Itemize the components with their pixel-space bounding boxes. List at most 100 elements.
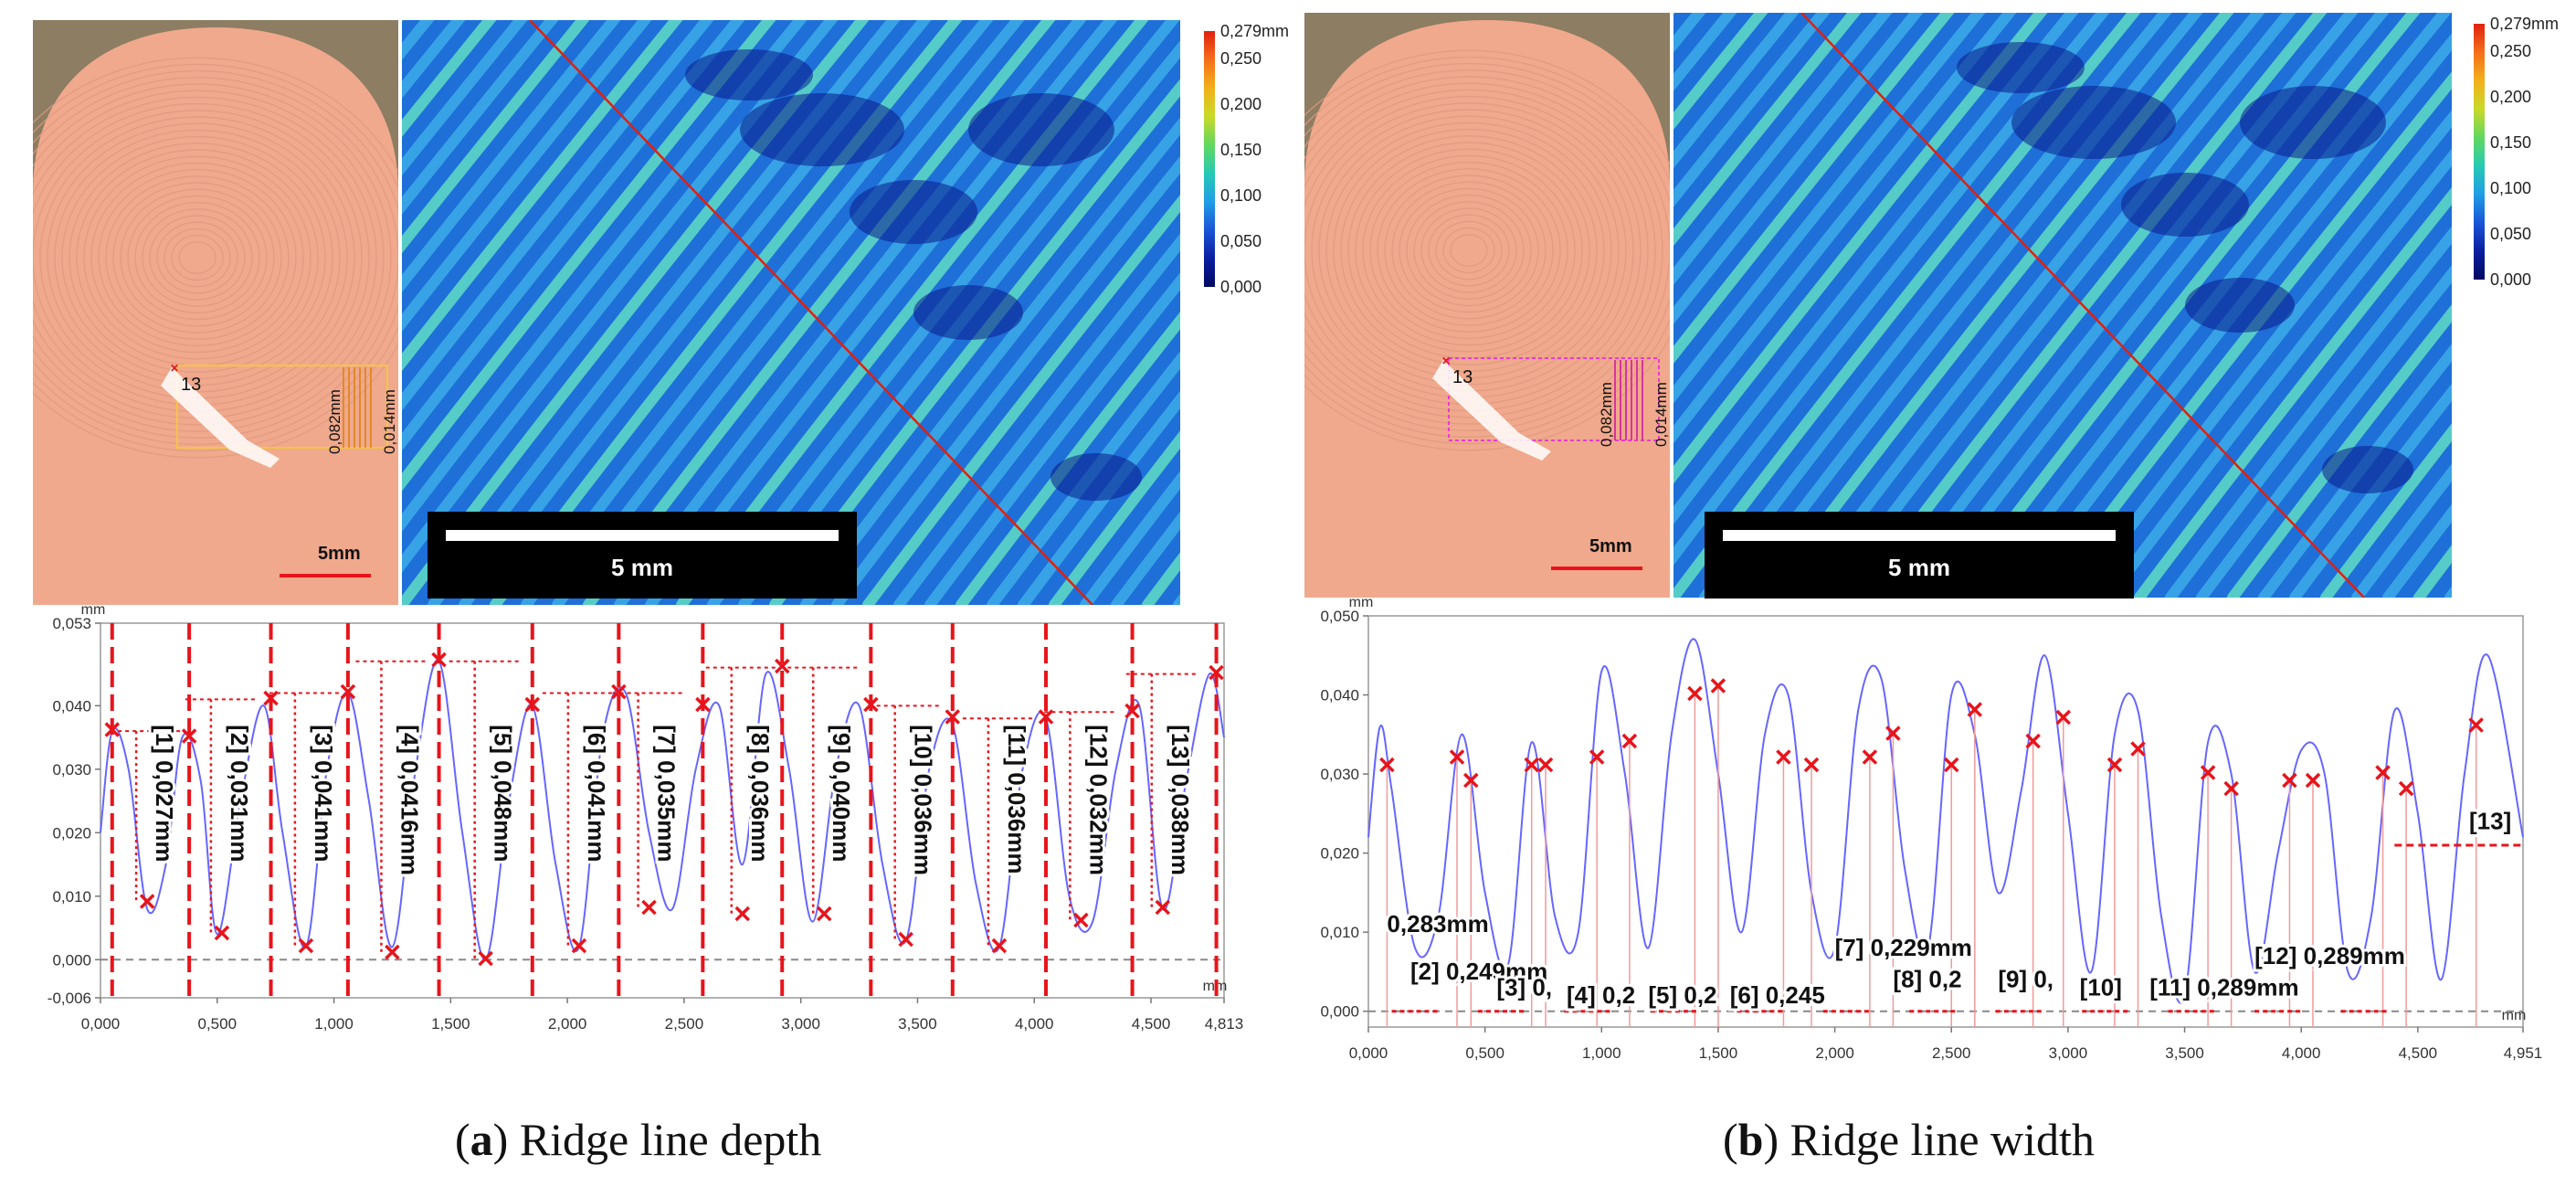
width-marker: ✕	[2222, 775, 2242, 802]
measurement-label-text: [1] 0,027mm	[151, 725, 178, 862]
y-tick-label: 0,000	[52, 951, 91, 969]
trough-marker: ✕	[1071, 907, 1091, 935]
colorbar-tick: 0,100	[2490, 179, 2532, 197]
finger-scale-label: 5mm	[318, 544, 361, 564]
x-tick-label: 2,500	[1932, 1044, 1971, 1062]
measurement-label: [13] 0,038mm[13] 0,038mm	[1164, 722, 1197, 878]
dim-label-2: 0,014mm	[1652, 382, 1670, 447]
width-marker: ✕	[1801, 751, 1821, 779]
map-depression	[685, 49, 813, 101]
measurement-label: [10] 0,036mm[10] 0,036mm	[907, 722, 940, 878]
x-tick-label: 4,500	[1132, 1015, 1171, 1033]
measurement-label: [12] 0,289mm[12] 0,289mm	[2252, 939, 2408, 972]
colorbar-tick: 0,050	[2490, 225, 2532, 243]
width-marker: ✕	[1884, 720, 1904, 747]
x-tick-label: 0,000	[1349, 1044, 1388, 1062]
measurement-label: [8] 0,2[8] 0,2	[1890, 963, 1964, 996]
colorbar: 0,279mm 0,250 0,200 0,150 0,100 0,050 0,…	[2466, 13, 2567, 296]
measurement-label-text: [11] 0,036mm	[1003, 725, 1030, 874]
width-marker: ✕	[2396, 775, 2416, 802]
peak-marker: ✕	[179, 723, 199, 750]
map-depression	[2121, 173, 2249, 237]
fingertip-illustration: ✕ 13 0,082mm 0,014mm 5mm	[33, 20, 398, 605]
x-tick-label: 2,000	[548, 1015, 587, 1033]
x-tick-label: 4,000	[1015, 1015, 1054, 1033]
x-tick-label: 4,500	[2399, 1044, 2438, 1062]
measurement-label-text: [10]	[2080, 973, 2122, 1001]
width-marker: ✕	[1774, 744, 1794, 771]
measurement-label: [3] 0,041mm[3] 0,041mm	[307, 722, 340, 864]
y-tick-label: 0,010	[1320, 924, 1359, 941]
map-depression	[740, 93, 904, 166]
peak-marker: ✕	[338, 678, 358, 705]
colorbar-tick: 0,250	[2490, 42, 2532, 60]
svg-text:✕: ✕	[170, 362, 179, 375]
measurement-label: [7] 0,229mm[7] 0,229mm	[1832, 931, 1975, 964]
peak-marker: ✕	[692, 691, 713, 718]
y-tick-label: 0,053	[52, 615, 91, 632]
map-depression	[913, 285, 1023, 340]
x-tick-label: 4,000	[2282, 1044, 2321, 1062]
trough-marker: ✕	[989, 932, 1009, 959]
x-tick-label: 3,000	[2049, 1044, 2088, 1062]
measurement-label-text: [6] 0,041mm	[583, 725, 610, 862]
width-marker: ✕	[1941, 751, 1961, 779]
measurement-label: [13][13]	[2466, 805, 2514, 838]
measurement-label: [11] 0,036mm[11] 0,036mm	[1000, 722, 1033, 876]
y-unit-label: mm	[1349, 598, 1374, 610]
colorbar-gradient	[2474, 24, 2485, 280]
measurement-label-halo: [5] 0,2	[1648, 981, 1716, 1009]
width-marker: ✕	[2105, 751, 2125, 779]
measurement-label: [1] 0,027mm[1] 0,027mm	[148, 722, 181, 864]
measurement-label-halo: [10]	[2080, 973, 2122, 1001]
x-tick-label: 0,500	[1465, 1044, 1504, 1062]
measurement-label-halo: [11] 0,036mm	[1003, 725, 1030, 874]
width-marker: ✕	[2198, 759, 2218, 787]
caption-b: (b) Ridge line width	[1723, 1114, 2095, 1165]
measurement-label-text: [9] 0,040mm	[828, 725, 855, 862]
measurement-label-halo: [7] 0,229mm	[1835, 934, 1972, 961]
trough-marker: ✕	[1153, 895, 1173, 922]
trough-marker: ✕	[212, 920, 232, 948]
map-scale-bar: 5 mm	[428, 512, 857, 598]
measurement-label-halo: [8] 0,036mm	[746, 725, 774, 862]
measurement-label-halo: [5] 0,048mm	[490, 725, 517, 862]
x-tick-label: 1,500	[431, 1015, 470, 1033]
x-unit-label: mm	[2502, 1008, 2527, 1023]
panel-b: ✕ 13 0,082mm 0,014mm 5mm 5 mm 0,279mm 0,…	[1288, 0, 2576, 1197]
colorbar-tick: 0,250	[1220, 49, 1262, 68]
trough-marker: ✕	[137, 888, 157, 916]
x-tick-label: 2,000	[1815, 1044, 1854, 1062]
svg-text:✕: ✕	[1441, 355, 1451, 367]
peak-marker: ✕	[1207, 660, 1227, 687]
measurement-label-text: [12] 0,289mm	[2254, 942, 2405, 969]
x-tick-label: 1,500	[1699, 1044, 1738, 1062]
x-tick-label: 4,951	[2504, 1044, 2543, 1062]
measurement-label: [6] 0,041mm[6] 0,041mm	[580, 722, 613, 864]
trough-marker: ✕	[296, 932, 316, 959]
measurement-label-text: [5] 0,048mm	[490, 725, 517, 862]
peak-marker: ✕	[523, 691, 543, 718]
profile-cut-line	[529, 20, 1093, 605]
measurement-label: [7] 0,035mm[7] 0,035mm	[650, 722, 683, 864]
peak-marker: ✕	[1123, 697, 1143, 725]
measurement-label-text: [5] 0,2	[1648, 981, 1716, 1009]
measurement-label: [2] 0,249mm[2] 0,249mm	[1408, 955, 1550, 988]
peak-marker: ✕	[772, 653, 792, 681]
measurement-label-text: [10] 0,036mm	[910, 725, 937, 875]
map-depression	[850, 180, 977, 244]
x-tick-label: 0,500	[198, 1015, 238, 1033]
height-map	[1673, 13, 2452, 598]
y-tick-label: 0,020	[52, 824, 91, 842]
measurement-label: [12] 0,032mm[12] 0,032mm	[1082, 722, 1114, 878]
fingertip-photo: ✕ 13 0,082mm 0,014mm 5mm	[1304, 13, 1670, 598]
measurement-label-halo: [10] 0,036mm	[910, 725, 937, 875]
width-marker: ✕	[1587, 744, 1607, 771]
selection-number: 13	[1452, 367, 1473, 387]
map-scale-line	[446, 530, 839, 541]
profile-curve	[100, 659, 1225, 961]
measurement-label-text: [7] 0,229mm	[1835, 934, 1972, 961]
measurement-label-halo: [8] 0,2	[1893, 966, 1961, 993]
map-depression	[2011, 86, 2176, 159]
measurement-label-halo: [13] 0,038mm	[1167, 725, 1194, 875]
